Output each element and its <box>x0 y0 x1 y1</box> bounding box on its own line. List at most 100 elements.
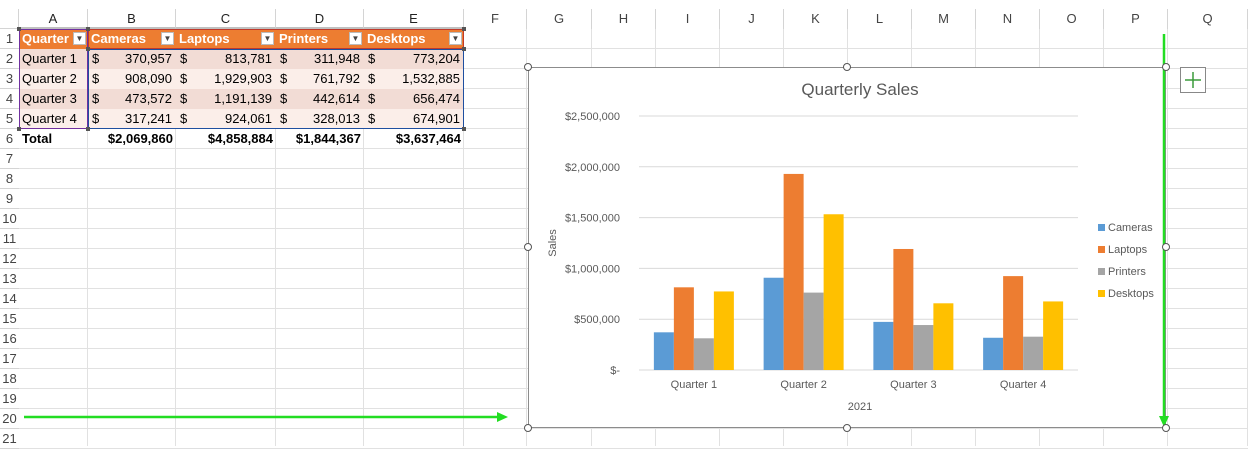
sales-cell[interactable]: $773,204 <box>364 49 464 69</box>
chart-resize-handle[interactable] <box>1162 63 1170 71</box>
column-header-l[interactable]: L <box>848 9 912 29</box>
chart-resize-handle[interactable] <box>1162 243 1170 251</box>
sales-cell[interactable]: $328,013 <box>276 109 364 129</box>
column-header-f[interactable]: F <box>464 9 527 29</box>
column-header-o[interactable]: O <box>1040 9 1104 29</box>
sales-value: 328,013 <box>313 111 360 126</box>
row-header-21[interactable]: 21 <box>0 429 19 449</box>
column-header-m[interactable]: M <box>912 9 976 29</box>
total-value[interactable]: $3,637,464 <box>395 131 461 146</box>
sales-cell[interactable]: $761,792 <box>276 69 364 89</box>
select-all-corner[interactable] <box>0 9 19 29</box>
filter-dropdown-icon[interactable]: ▼ <box>349 32 362 45</box>
sales-cell[interactable]: $908,090 <box>88 69 176 89</box>
sales-cell[interactable]: $370,957 <box>88 49 176 69</box>
row-header-20[interactable]: 20 <box>0 409 19 429</box>
table-header-quarter[interactable]: Quarter ▼ <box>19 29 88 49</box>
chart-resize-handle[interactable] <box>524 424 532 432</box>
sales-cell[interactable]: $924,061 <box>176 109 276 129</box>
range-handle[interactable] <box>462 47 466 51</box>
filter-dropdown-icon[interactable]: ▼ <box>449 32 462 45</box>
bar-desktops <box>823 214 844 370</box>
column-header-a[interactable]: A <box>19 9 88 29</box>
row-header-15[interactable]: 15 <box>0 309 19 329</box>
row-header-17[interactable]: 17 <box>0 349 19 369</box>
table-header-laptops[interactable]: Laptops ▼ <box>176 29 276 49</box>
quarter-cell[interactable]: Quarter 2 <box>19 69 88 89</box>
total-label[interactable]: Total <box>22 131 53 146</box>
sales-cell[interactable]: $674,901 <box>364 109 464 129</box>
total-value[interactable]: $1,844,367 <box>295 131 361 146</box>
table-header-cameras[interactable]: Cameras ▼ <box>88 29 176 49</box>
filter-dropdown-icon[interactable]: ▼ <box>161 32 174 45</box>
range-handle[interactable] <box>86 27 90 31</box>
column-header-k[interactable]: K <box>784 9 848 29</box>
row-header-1[interactable]: 1 <box>0 29 19 49</box>
sales-cell[interactable]: $813,781 <box>176 49 276 69</box>
table-header-printers[interactable]: Printers ▼ <box>276 29 364 49</box>
range-handle[interactable] <box>17 27 21 31</box>
column-header-c[interactable]: C <box>176 9 276 29</box>
range-handle[interactable] <box>86 127 90 131</box>
column-header-i[interactable]: I <box>656 9 720 29</box>
chart-resize-handle[interactable] <box>524 63 532 71</box>
column-header-q[interactable]: Q <box>1168 9 1248 29</box>
sales-cell[interactable]: $1,929,903 <box>176 69 276 89</box>
row-header-2[interactable]: 2 <box>0 49 19 69</box>
column-header-b[interactable]: B <box>88 9 176 29</box>
column-header-d[interactable]: D <box>276 9 364 29</box>
table-header-desktops[interactable]: Desktops ▼ <box>364 29 464 49</box>
quarter-cell[interactable]: Quarter 1 <box>19 49 88 69</box>
chart-title: Quarterly Sales <box>801 80 918 99</box>
chart-elements-button[interactable] <box>1180 67 1206 93</box>
sales-value: 442,614 <box>313 91 360 106</box>
sales-cell[interactable]: $311,948 <box>276 49 364 69</box>
chart-resize-handle[interactable] <box>843 424 851 432</box>
bar-cameras <box>983 337 1004 370</box>
sales-value: 773,204 <box>413 51 460 66</box>
sales-cell[interactable]: $656,474 <box>364 89 464 109</box>
sales-cell[interactable]: $1,532,885 <box>364 69 464 89</box>
quarter-cell[interactable]: Quarter 4 <box>19 109 88 129</box>
filter-dropdown-icon[interactable]: ▼ <box>73 32 86 45</box>
row-header-13[interactable]: 13 <box>0 269 19 289</box>
sales-cell[interactable]: $1,191,139 <box>176 89 276 109</box>
row-header-6[interactable]: 6 <box>0 129 19 149</box>
range-handle[interactable] <box>17 127 21 131</box>
column-header-g[interactable]: G <box>527 9 592 29</box>
chart-resize-handle[interactable] <box>1162 424 1170 432</box>
total-value[interactable]: $2,069,860 <box>107 131 173 146</box>
range-handle[interactable] <box>462 127 466 131</box>
column-header-e[interactable]: E <box>364 9 464 29</box>
row-header-5[interactable]: 5 <box>0 109 19 129</box>
row-header-12[interactable]: 12 <box>0 249 19 269</box>
sales-cell[interactable]: $473,572 <box>88 89 176 109</box>
range-handle[interactable] <box>86 47 90 51</box>
column-header-n[interactable]: N <box>976 9 1040 29</box>
row-header-10[interactable]: 10 <box>0 209 19 229</box>
column-header-h[interactable]: H <box>592 9 656 29</box>
column-header-j[interactable]: J <box>720 9 784 29</box>
sales-cell[interactable]: $442,614 <box>276 89 364 109</box>
quarterly-sales-chart[interactable]: Quarterly Sales $- $500,000 $1,000,000 $1,50… <box>528 67 1166 428</box>
row-header-7[interactable]: 7 <box>0 149 19 169</box>
sales-cell[interactable]: $317,241 <box>88 109 176 129</box>
row-header-3[interactable]: 3 <box>0 69 19 89</box>
row-header-18[interactable]: 18 <box>0 369 19 389</box>
row-header-11[interactable]: 11 <box>0 229 19 249</box>
range-handle[interactable] <box>462 27 466 31</box>
column-header-p[interactable]: P <box>1104 9 1168 29</box>
currency-symbol: $ <box>280 111 288 126</box>
filter-dropdown-icon[interactable]: ▼ <box>261 32 274 45</box>
total-value[interactable]: $4,858,884 <box>207 131 273 146</box>
row-header-9[interactable]: 9 <box>0 189 19 209</box>
currency-symbol: $ <box>92 111 100 126</box>
row-header-19[interactable]: 19 <box>0 389 19 409</box>
row-header-8[interactable]: 8 <box>0 169 19 189</box>
row-header-14[interactable]: 14 <box>0 289 19 309</box>
chart-resize-handle[interactable] <box>524 243 532 251</box>
quarter-cell[interactable]: Quarter 3 <box>19 89 88 109</box>
chart-resize-handle[interactable] <box>843 63 851 71</box>
row-header-16[interactable]: 16 <box>0 329 19 349</box>
row-header-4[interactable]: 4 <box>0 89 19 109</box>
